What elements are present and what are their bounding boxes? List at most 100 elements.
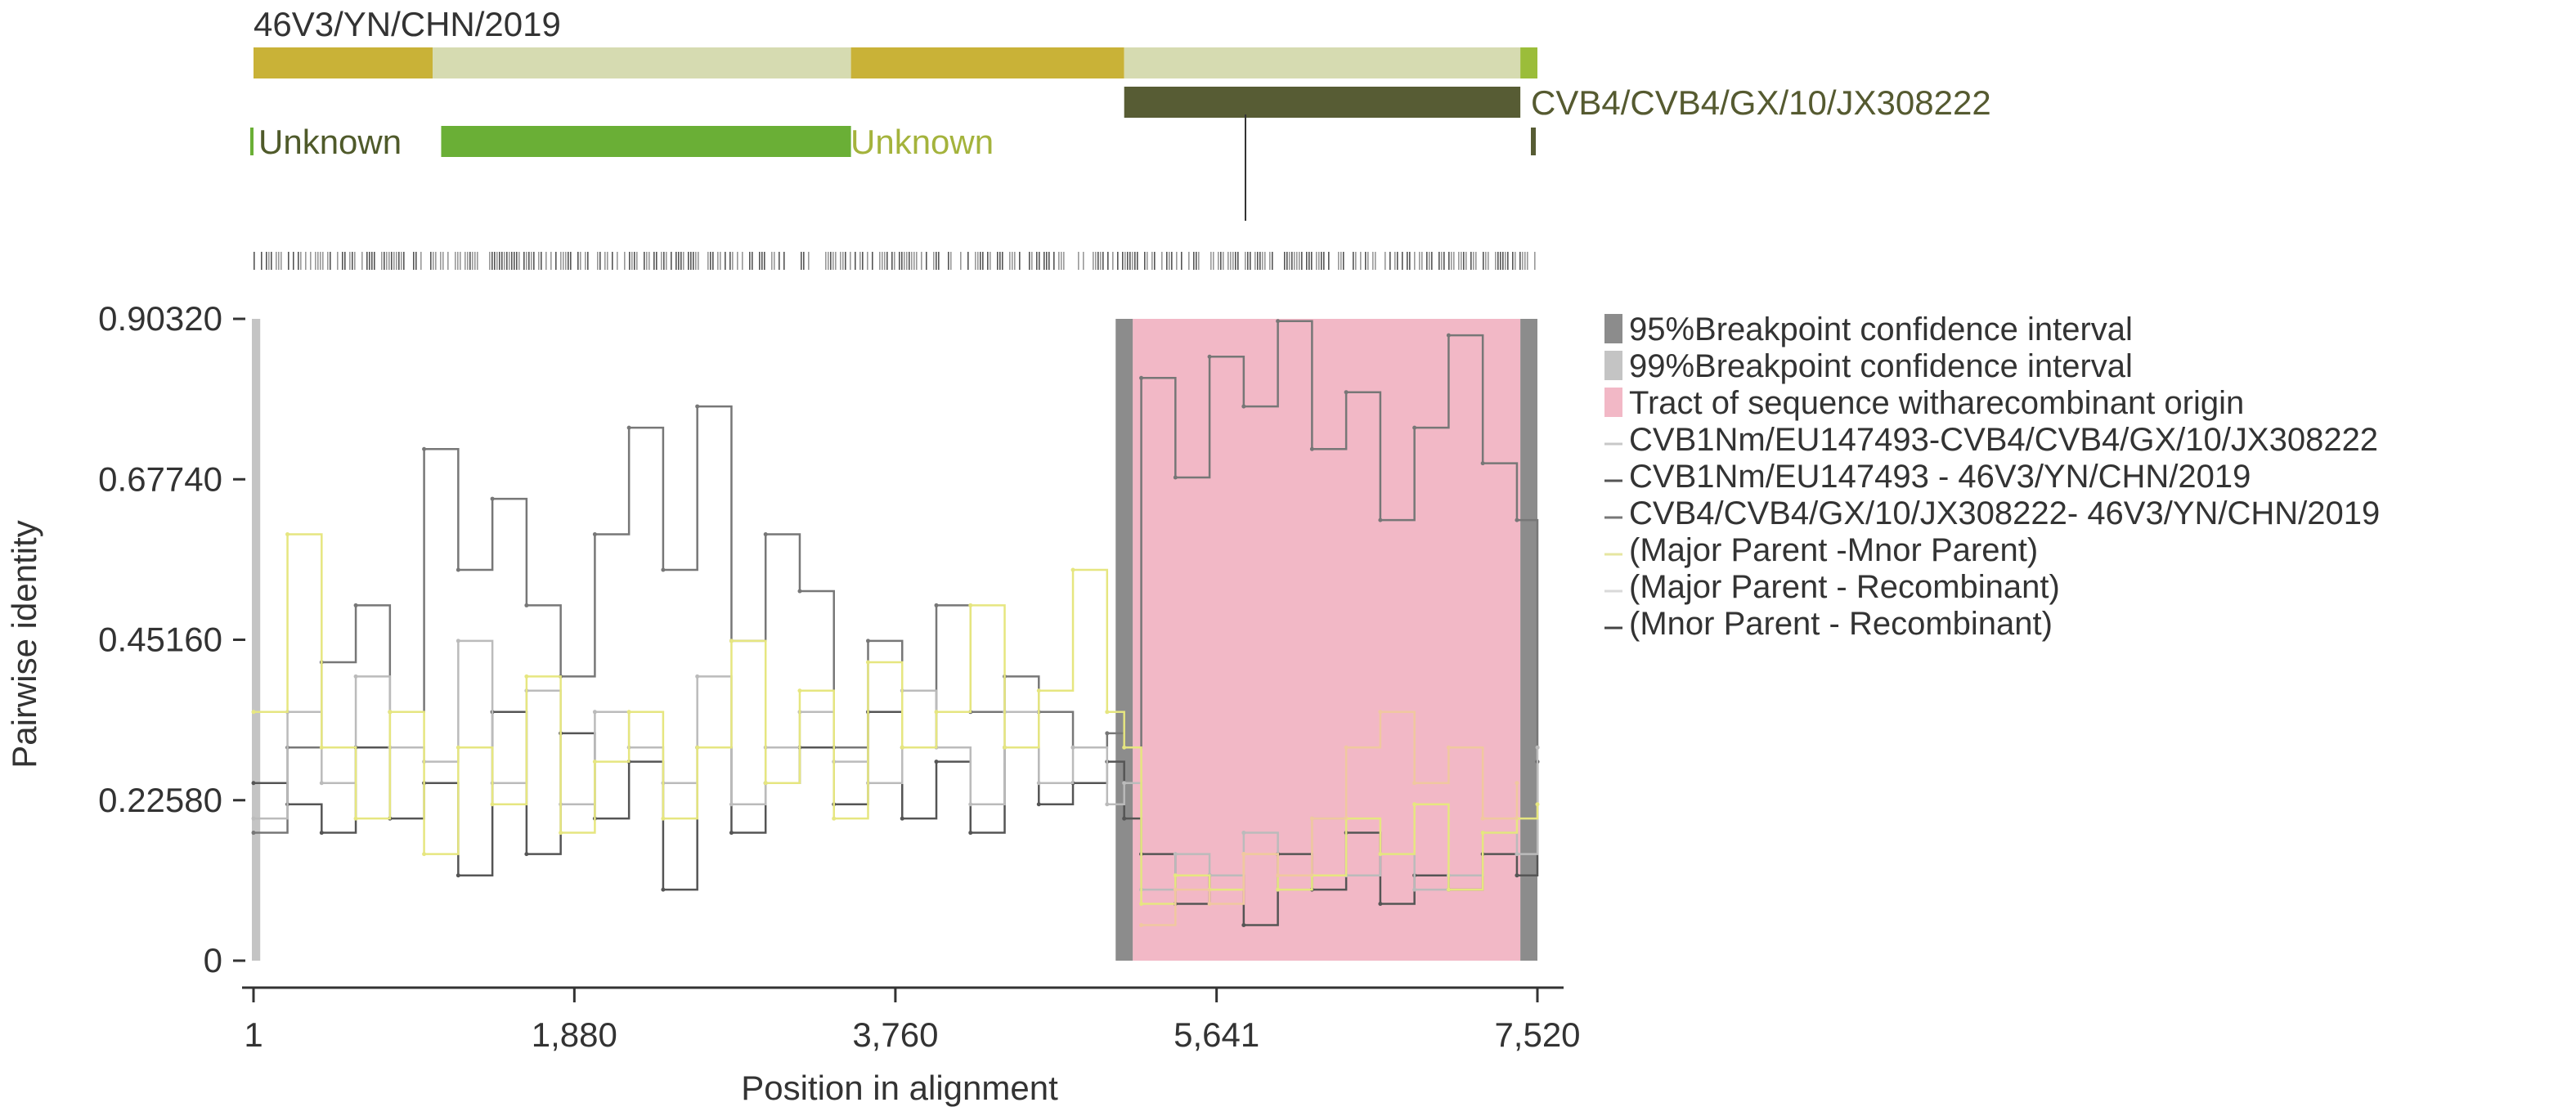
alignment-tick — [678, 252, 680, 270]
alignment-tick — [1083, 252, 1084, 270]
series-point-2 — [1241, 831, 1246, 836]
confidence-shading — [252, 319, 1537, 961]
series-point-0 — [1105, 731, 1110, 736]
alignment-tick — [514, 252, 515, 270]
series-line-1 — [254, 710, 1539, 926]
alignment-tick — [1360, 252, 1362, 270]
alignment-tick — [1286, 252, 1288, 270]
alignment-tick — [469, 252, 471, 270]
series-point-3 — [832, 816, 837, 821]
alignment-tick — [1519, 252, 1521, 270]
series-point-3 — [1036, 688, 1041, 693]
recombinant-segment-0 — [254, 47, 433, 78]
y-axis-label: Pairwise identity — [5, 520, 43, 768]
alignment-tick — [533, 252, 535, 270]
alignment-tick — [477, 252, 478, 270]
alignment-tick — [850, 252, 851, 270]
series-point-3 — [695, 745, 700, 750]
alignment-tick — [1284, 252, 1286, 270]
series-point-0 — [934, 603, 939, 607]
series-point-3 — [1535, 802, 1540, 807]
alignment-tick — [1463, 252, 1465, 270]
alignment-tick — [663, 252, 665, 270]
series-point-1 — [729, 831, 734, 836]
alignment-tick — [720, 252, 721, 270]
alignment-tick — [1151, 252, 1153, 270]
alignment-tick — [840, 252, 841, 270]
alignment-tick — [420, 252, 422, 270]
sequence-annotation: 46V3/YN/CHN/2019 CVB4/CVB4/GX/10/JX30822… — [250, 5, 1991, 270]
alignment-tick — [430, 252, 432, 270]
series-point-4 — [1515, 781, 1519, 786]
series-point-4 — [1480, 816, 1485, 821]
alignment-tick — [1375, 252, 1376, 270]
alignment-tick — [1527, 252, 1528, 270]
alignment-tick — [771, 252, 773, 270]
alignment-tick — [879, 252, 881, 270]
alignment-tick — [1188, 252, 1190, 270]
series-point-4 — [1241, 852, 1246, 857]
minor-parent-end-marker — [1531, 128, 1536, 155]
alignment-tick — [1321, 252, 1322, 270]
alignment-tick — [1048, 252, 1050, 270]
alignment-tick — [523, 252, 525, 270]
alignment-tick — [653, 252, 655, 270]
alignment-tick — [597, 252, 599, 270]
recombinant-segment-2 — [850, 47, 1124, 78]
alignment-tick — [1483, 252, 1484, 270]
series-point-3 — [934, 710, 939, 715]
alignment-tick — [1389, 252, 1391, 270]
alignment-tick — [901, 252, 903, 270]
alignment-tick — [1137, 252, 1138, 270]
alignment-tick — [457, 252, 459, 270]
series-point-0 — [626, 425, 631, 430]
alignment-tick — [1112, 252, 1114, 270]
alignment-tick — [1367, 252, 1369, 270]
legend-label-2: Tract of sequence witharecombinant origi… — [1629, 385, 2244, 421]
series-point-2 — [456, 639, 460, 643]
alignment-tick — [511, 252, 513, 270]
series-point-1 — [1036, 802, 1041, 807]
alignment-tick — [921, 252, 922, 270]
legend-label-0: 95%Breakpoint confidence interval — [1629, 311, 2133, 347]
alignment-tick — [1365, 252, 1367, 270]
alignment-tick — [1461, 252, 1462, 270]
alignment-tick — [254, 252, 255, 270]
alignment-tick — [1524, 252, 1526, 270]
series-point-0 — [1378, 518, 1383, 522]
alignment-tick — [496, 252, 498, 270]
alignment-tick — [867, 252, 868, 270]
alignment-tick — [1458, 252, 1460, 270]
alignment-tick — [707, 252, 709, 270]
series-point-2 — [1122, 781, 1127, 786]
series-point-0 — [1480, 461, 1485, 466]
series-point-3 — [1412, 802, 1417, 807]
series-point-3 — [1105, 710, 1110, 715]
recombinant-tract-band — [1133, 319, 1521, 961]
alignment-tick — [1269, 252, 1271, 270]
alignment-tick — [752, 252, 753, 270]
x-tick-label: 7,520 — [1494, 1015, 1580, 1054]
alignment-tick — [538, 252, 540, 270]
series-point-0 — [1276, 319, 1281, 324]
alignment-tick — [1500, 252, 1501, 270]
alignment-tick — [671, 252, 672, 270]
series-point-2 — [1515, 852, 1519, 857]
ci95-band-2 — [1520, 319, 1537, 961]
alignment-tick — [1161, 252, 1163, 270]
alignment-tick — [393, 252, 395, 270]
series-point-3 — [1139, 901, 1144, 906]
alignment-tick — [1169, 252, 1170, 270]
alignment-tick — [1232, 252, 1234, 270]
legend-label-8: (Mnor Parent - Recombinant) — [1629, 606, 2053, 642]
alignment-tick — [911, 252, 913, 270]
x-tick-label: 3,760 — [852, 1015, 938, 1054]
alignment-tick — [268, 252, 270, 270]
series-point-1 — [456, 873, 460, 878]
alignment-tick — [403, 252, 405, 270]
alignment-tick — [862, 252, 864, 270]
series-point-0 — [490, 496, 495, 501]
alignment-tick — [1129, 252, 1131, 270]
alignment-tick — [1414, 252, 1416, 270]
alignment-tick — [933, 252, 935, 270]
